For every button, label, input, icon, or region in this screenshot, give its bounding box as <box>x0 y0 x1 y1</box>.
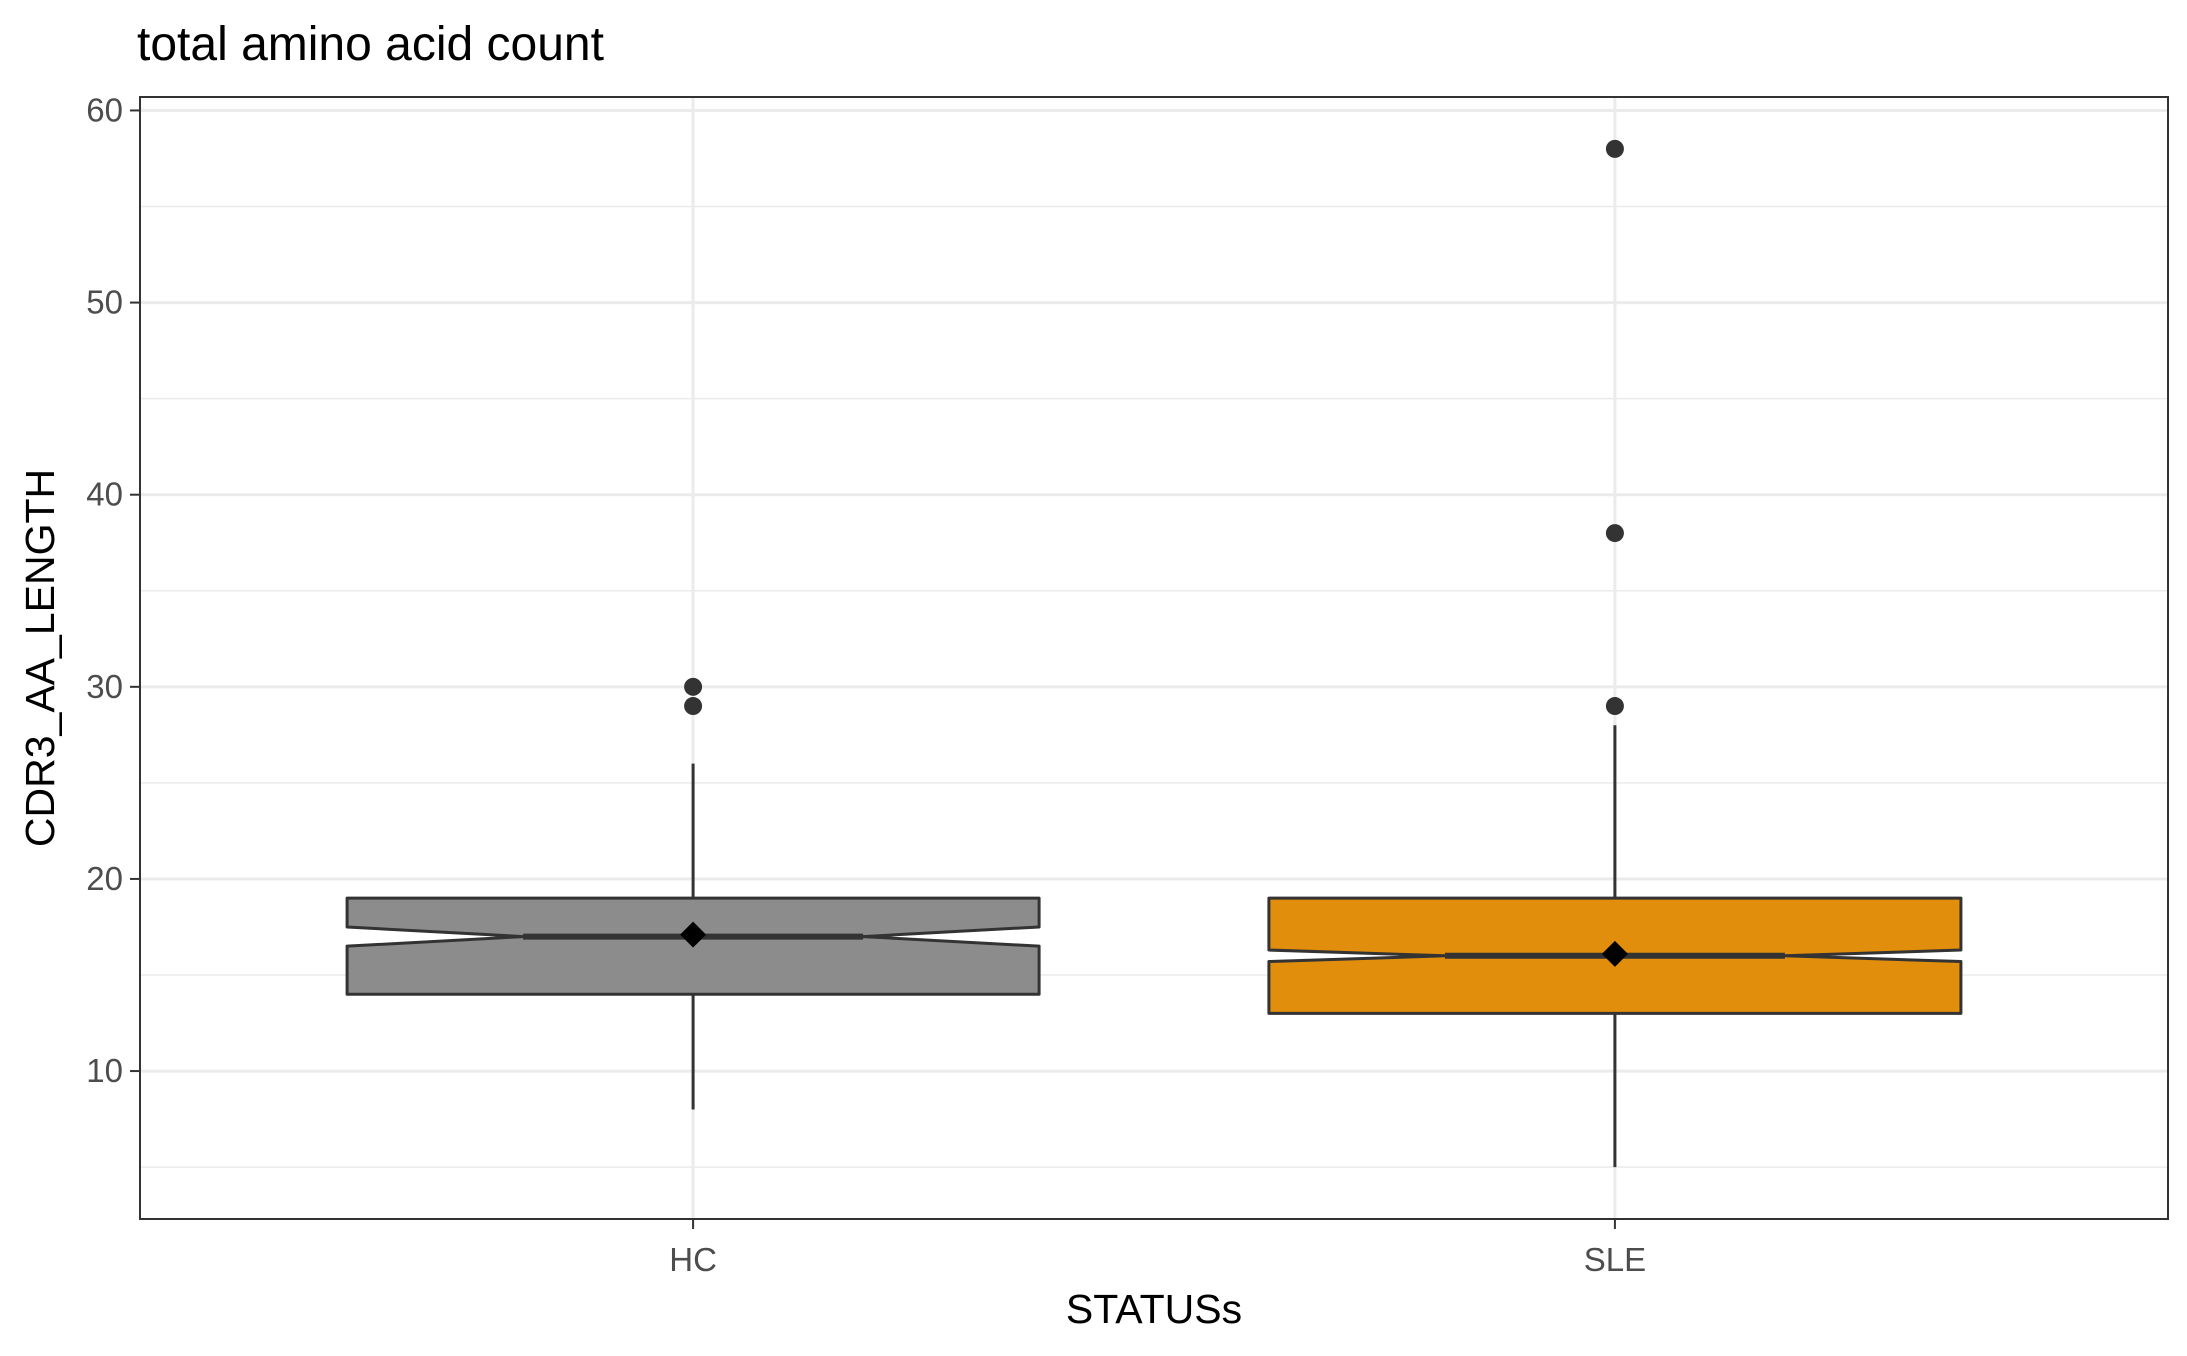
mean-marker <box>680 921 707 948</box>
y-tick-label: 10 <box>86 1052 123 1089</box>
outlier-point <box>684 677 703 696</box>
plot-panel-border <box>139 96 2169 1220</box>
outlier-point <box>684 697 703 716</box>
outlier-point <box>1605 697 1624 716</box>
chart-title: total amino acid count <box>137 18 604 71</box>
y-tick-label: 20 <box>86 860 123 897</box>
outlier-point <box>1605 524 1624 543</box>
y-tick-label: 40 <box>86 476 123 513</box>
box-group-hc <box>345 677 1041 1110</box>
y-tick-label: 50 <box>86 284 123 321</box>
y-tick-label: 60 <box>86 91 123 128</box>
mean-marker <box>1601 940 1628 967</box>
box-group-sle <box>1267 139 1963 1168</box>
x-tick-label: SLE <box>1584 1241 1646 1278</box>
x-tick-label: HC <box>669 1241 717 1278</box>
x-axis-title: STATUSs <box>1066 1286 1242 1332</box>
y-axis-title: CDR3_AA_LENGTH <box>17 469 63 847</box>
outlier-point <box>1605 139 1624 158</box>
y-tick-label: 30 <box>86 668 123 705</box>
